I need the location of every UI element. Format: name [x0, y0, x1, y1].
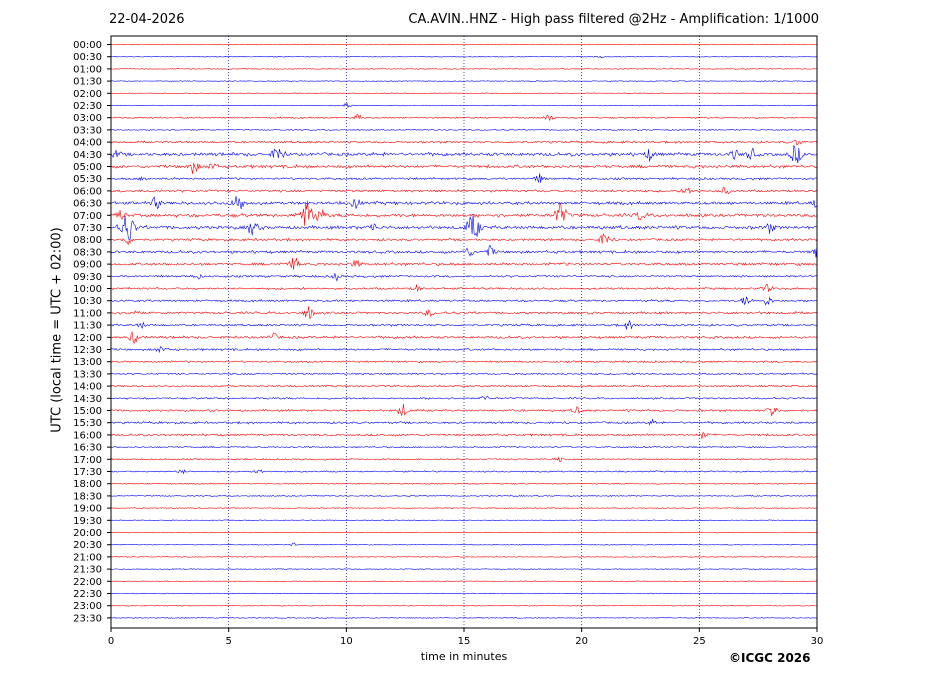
grid-group: [228, 36, 700, 628]
trace-1400: [110, 384, 818, 388]
y-tick-label-0830: 08:30: [73, 247, 102, 258]
trace-1830: [110, 494, 818, 497]
x-tick-label-10: 10: [340, 636, 353, 647]
y-tick-label-0430: 04:30: [73, 150, 102, 161]
trace-2200: [110, 580, 818, 583]
trace-2100: [110, 556, 818, 558]
y-tick-label-0930: 09:30: [73, 272, 102, 283]
trace-0530: [110, 173, 818, 184]
trace-1430: [110, 395, 818, 401]
y-tick-label-1400: 14:00: [73, 382, 102, 393]
y-tick-label-2000: 20:00: [73, 528, 102, 539]
y-tick-label-1430: 14:30: [73, 394, 102, 405]
y-tick-label-2230: 22:30: [73, 589, 102, 600]
y-tick-label-0330: 03:30: [73, 125, 102, 136]
y-tick-label-2130: 21:30: [73, 565, 102, 576]
y-tick-label-1930: 19:30: [73, 516, 102, 527]
copyright-credit: ©ICGC 2026: [729, 651, 811, 665]
y-tick-label-1830: 18:30: [73, 491, 102, 502]
y-tick-label-2300: 23:00: [73, 601, 102, 612]
x-tick-label-15: 15: [458, 636, 471, 647]
y-tick-label-1230: 12:30: [73, 345, 102, 356]
y-tick-label-2030: 20:30: [73, 540, 102, 551]
y-tick-label-0030: 00:30: [73, 52, 102, 63]
trace-0000: [110, 43, 818, 46]
y-tick-label-1300: 13:00: [73, 357, 102, 368]
y-tick-label-1530: 15:30: [73, 418, 102, 429]
y-tick-label-1500: 15:00: [73, 406, 102, 417]
x-tick-label-0: 0: [108, 636, 114, 647]
trace-1300: [110, 360, 818, 364]
x-axis-label: time in minutes: [420, 650, 508, 663]
trace-0430: [110, 144, 818, 164]
y-tick-label-1330: 13:30: [73, 369, 102, 380]
trace-2300: [110, 604, 818, 607]
date-label: 22-04-2026: [109, 12, 185, 27]
trace-2330: [110, 617, 818, 619]
traces-group: [110, 43, 818, 619]
x-tick-label-5: 5: [225, 636, 231, 647]
y-tick-label-0400: 04:00: [73, 138, 102, 149]
y-tick-label-0800: 08:00: [73, 235, 102, 246]
y-tick-label-0500: 05:00: [73, 162, 102, 173]
y-tick-label-2330: 23:30: [73, 613, 102, 624]
y-tick-label-0130: 01:30: [73, 77, 102, 88]
trace-1500: [110, 403, 818, 417]
y-tick-label-1800: 18:00: [73, 479, 102, 490]
y-tick-label-0900: 09:00: [73, 260, 102, 271]
trace-1330: [110, 372, 818, 376]
trace-2030: [110, 542, 818, 547]
y-tick-label-1630: 16:30: [73, 443, 102, 454]
y-tick-label-1200: 12:00: [73, 333, 102, 344]
y-tick-label-0230: 02:30: [73, 101, 102, 112]
y-tick-label-1000: 10:00: [73, 284, 102, 295]
plot-frame: [110, 35, 818, 629]
y-tick-label-0000: 00:00: [73, 40, 102, 51]
x-tick-label-20: 20: [575, 636, 588, 647]
y-tick-label-0530: 05:30: [73, 174, 102, 185]
y-tick-label-0630: 06:30: [73, 199, 102, 210]
y-tick-label-0700: 07:00: [73, 211, 102, 222]
y-tick-label-0200: 02:00: [73, 89, 102, 100]
y-tick-label-1700: 17:00: [73, 455, 102, 466]
y-tick-label-0300: 03:00: [73, 113, 102, 124]
trace-0500: [110, 162, 818, 175]
y-tick-label-2100: 21:00: [73, 552, 102, 563]
y-tick-label-0100: 01:00: [73, 64, 102, 75]
y-tick-label-1030: 10:30: [73, 296, 102, 307]
chart-title: CA.AVIN..HNZ - High pass filtered @2Hz -…: [408, 12, 819, 27]
y-tick-label-1600: 16:00: [73, 430, 102, 441]
y-tick-label-1130: 11:30: [73, 321, 102, 332]
x-tick-label-25: 25: [693, 636, 706, 647]
trace-1530: [110, 418, 818, 426]
trace-2130: [110, 568, 818, 570]
trace-1930: [110, 519, 818, 522]
trace-0600: [110, 187, 818, 195]
trace-0800: [110, 232, 818, 246]
trace-0030: [110, 55, 818, 59]
y-tick-label-1900: 19:00: [73, 504, 102, 515]
trace-1230: [110, 346, 818, 354]
trace-0730: [110, 214, 818, 241]
y-tick-label-1730: 17:30: [73, 467, 102, 478]
y-tick-label-2200: 22:00: [73, 577, 102, 588]
x-tick-label-30: 30: [811, 636, 824, 647]
y-tick-label-0730: 07:30: [73, 223, 102, 234]
y-tick-label-1100: 11:00: [73, 308, 102, 319]
trace-2000: [110, 531, 818, 534]
y-tick-label-0600: 06:00: [73, 186, 102, 197]
trace-2230: [110, 592, 818, 595]
